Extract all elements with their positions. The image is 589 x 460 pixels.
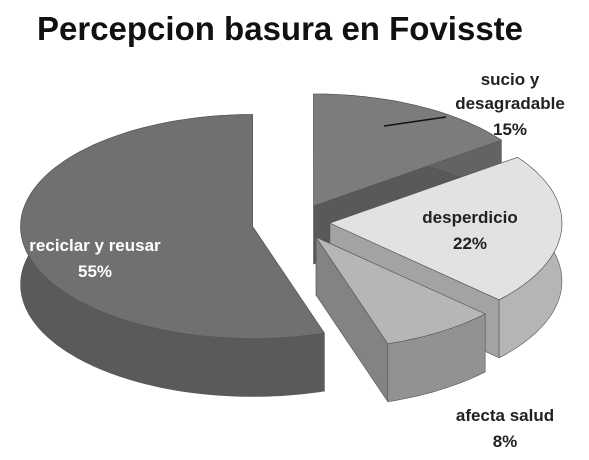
leader-line [383, 116, 447, 127]
slice [313, 93, 502, 207]
slice-value-label: 15% [492, 120, 528, 139]
slice-value-label: 8% [492, 432, 518, 451]
slice-label: reciclar y reusar [29, 236, 161, 255]
slice-label: afecta salud [455, 406, 555, 425]
slice-value-label: 55% [77, 262, 113, 281]
slice [315, 236, 486, 345]
slice [329, 156, 563, 301]
slice-value-label: 22% [452, 234, 488, 253]
slice-label: desperdicio [422, 208, 518, 227]
slice-label: sucio y desagradable [455, 70, 565, 113]
chart-title: Percepcion basura en Fovisste [36, 10, 524, 47]
slice [20, 114, 325, 339]
